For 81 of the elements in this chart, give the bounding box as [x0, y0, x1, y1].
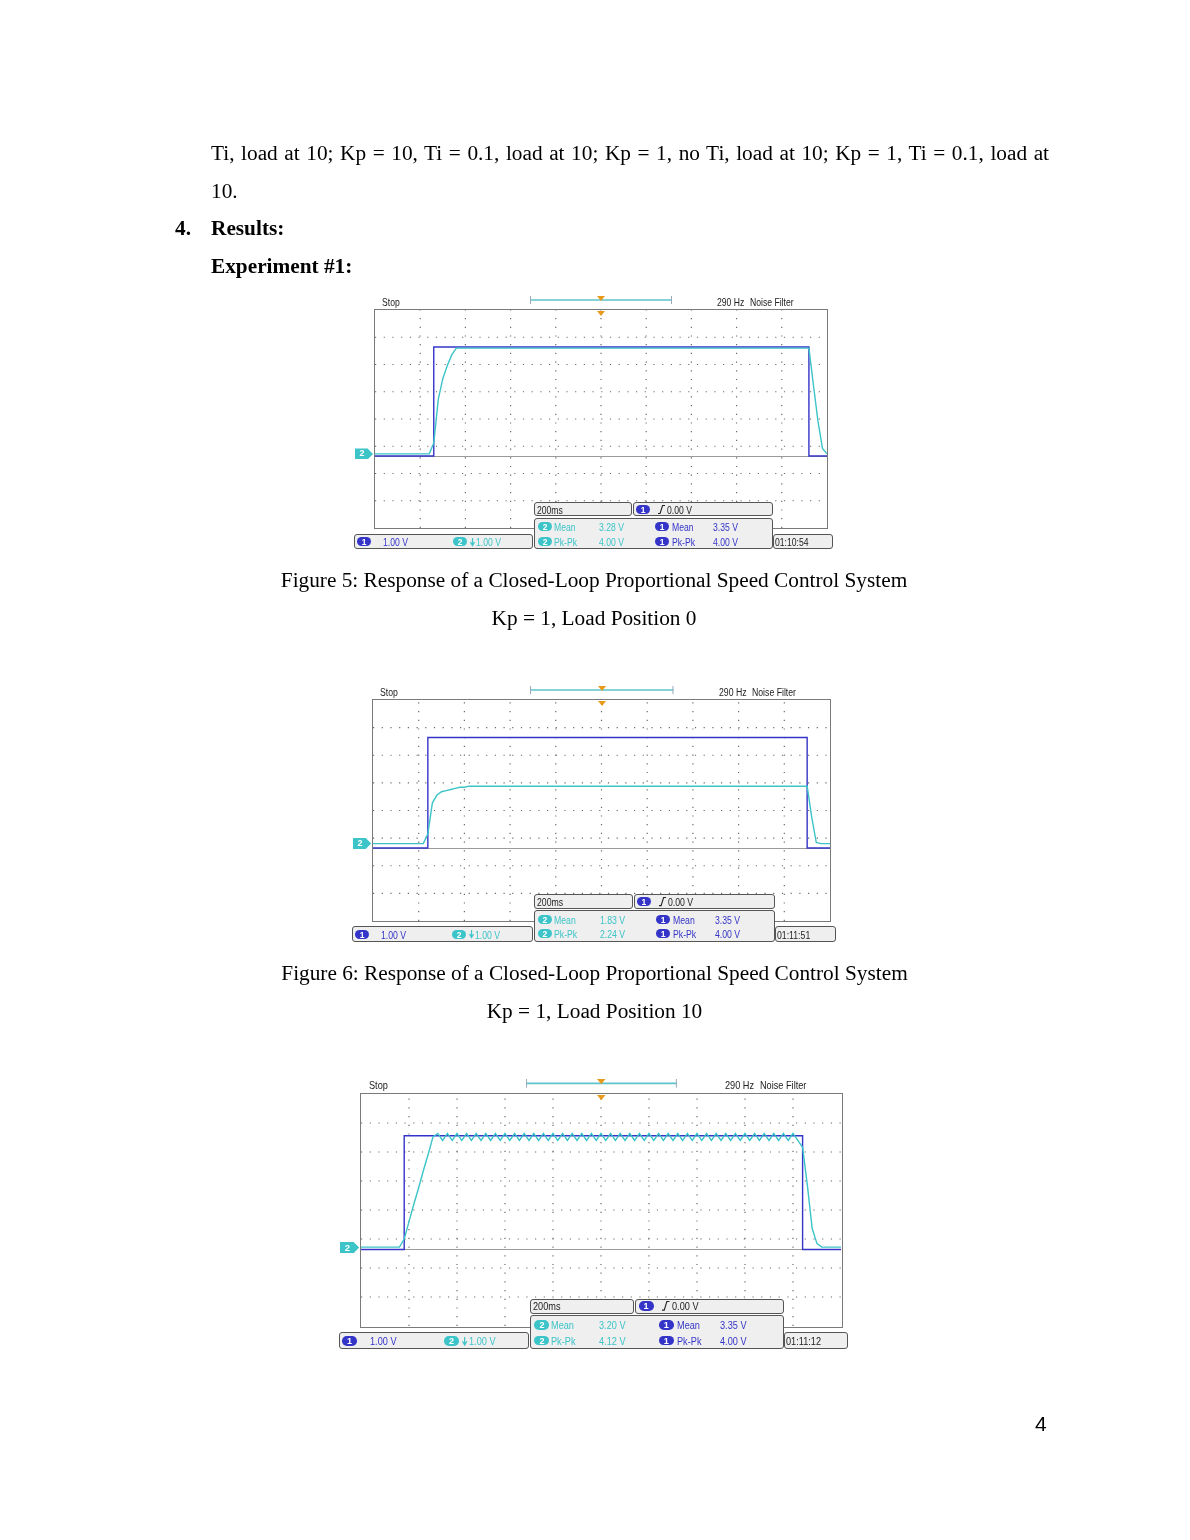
text: Pk-Pk: [551, 1334, 576, 1347]
text: 3.35 V: [714, 913, 740, 926]
text: 1.00 V: [468, 1335, 496, 1348]
text: 3.28 V: [599, 521, 624, 533]
text: 1.00 V: [475, 928, 501, 941]
text: 1: [636, 504, 650, 515]
text: 1.00 V: [369, 1335, 397, 1348]
text: Ti, load at 10; Kp = 10, Ti = 0.1, load at 10; Kp = 1, no Ti, load at 10; Kp = 1, Ti = 0.1, load at 10.: [211, 140, 1049, 205]
text: 3.20 V: [599, 1319, 626, 1332]
text: Mean: [673, 913, 696, 926]
text: 1: [656, 929, 671, 940]
text: Kp = 1, Load Position 10: [486, 999, 703, 1025]
legend-label: 2: [453, 537, 467, 547]
text: 2: [356, 837, 364, 850]
text: 2: [538, 522, 552, 532]
text: Pk-Pk: [554, 535, 577, 548]
text: 1: [656, 914, 671, 925]
text: Stop: [382, 296, 400, 308]
text: 3.35 V: [713, 521, 738, 533]
text: Stop: [368, 1079, 388, 1092]
text: 1: [636, 896, 652, 907]
text: 1: [355, 929, 370, 940]
text: 200ms: [537, 503, 563, 516]
text: 0.00 V: [668, 895, 694, 908]
text: 200ms: [536, 895, 563, 908]
text: Pk-Pk: [554, 928, 578, 941]
text: Mean: [554, 913, 576, 926]
text: Mean: [676, 1319, 700, 1332]
text: Experiment #1:: [211, 254, 353, 280]
text: Pk-Pk: [672, 535, 695, 548]
text: 2: [534, 1335, 550, 1346]
text: Pk-Pk: [673, 928, 697, 941]
text: 1: [638, 1301, 654, 1312]
text: Pk-Pk: [676, 1334, 702, 1347]
text: 4.00 V: [720, 1334, 747, 1347]
legend-label: 2: [452, 929, 467, 940]
text: 290 Hz: [718, 686, 747, 699]
text: 4.00 V: [714, 928, 740, 941]
text: 01:11:51: [777, 928, 811, 941]
text: Noise Filter: [752, 686, 797, 699]
text: Stop: [380, 686, 399, 699]
text: 1: [658, 1320, 674, 1331]
text: 2: [534, 1320, 550, 1331]
text: 2: [537, 929, 553, 940]
text: 0.00 V: [667, 503, 692, 516]
text: Mean: [554, 521, 576, 533]
text: 2.24 V: [599, 928, 625, 941]
text: 4.12 V: [599, 1334, 626, 1347]
text: 4.00 V: [713, 535, 738, 548]
text: 2: [343, 1241, 352, 1254]
text: Mean: [672, 521, 694, 533]
text: 1: [655, 536, 669, 547]
text: Mean: [551, 1319, 575, 1332]
text: 2: [358, 448, 366, 460]
text: 2: [538, 536, 552, 547]
text: Noise Filter: [759, 1079, 807, 1092]
text: Figure 5: Response of a Closed-Loop Proportional Speed Control System: [280, 568, 908, 594]
text: 1.83 V: [599, 913, 625, 926]
text: 3.35 V: [720, 1319, 747, 1332]
text: 01:11:12: [786, 1335, 822, 1348]
text: 4: [1035, 1412, 1047, 1436]
text: 2: [537, 914, 553, 925]
text: Noise Filter: [750, 296, 794, 308]
text: 4.: [175, 216, 191, 242]
text: 1: [357, 537, 371, 547]
text: 1.00 V: [383, 536, 408, 548]
text: 200ms: [533, 1300, 561, 1313]
text: 290 Hz: [717, 296, 745, 308]
text: 0.00 V: [671, 1300, 699, 1313]
legend-label: 2: [444, 1336, 460, 1347]
text: 4.00 V: [599, 535, 624, 548]
text: 1.00 V: [381, 928, 407, 941]
text: 01:10:54: [775, 536, 809, 548]
text: Results:: [211, 216, 285, 242]
text: 1.00 V: [476, 536, 501, 548]
text: Figure 6: Response of a Closed-Loop Proportional Speed Control System: [281, 961, 908, 987]
text: 1: [658, 1335, 674, 1346]
text: Kp = 1, Load Position 0: [491, 606, 697, 632]
text: 1: [342, 1336, 357, 1347]
text: 1: [655, 522, 669, 532]
text: 290 Hz: [724, 1079, 754, 1092]
